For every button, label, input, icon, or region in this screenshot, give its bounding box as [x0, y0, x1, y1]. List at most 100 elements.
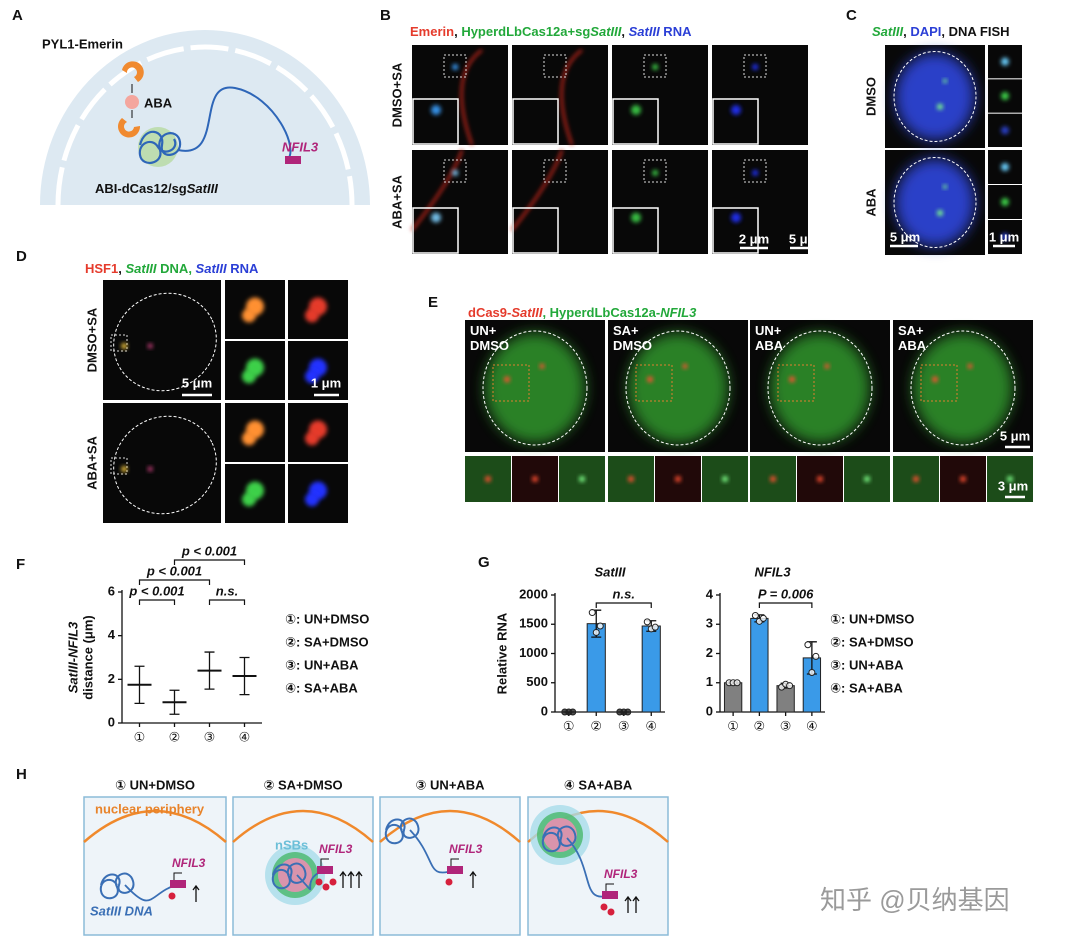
up-arrow — [339, 870, 347, 888]
label: 500 — [526, 674, 548, 689]
signal — [532, 476, 538, 482]
label: ④ — [239, 729, 251, 744]
signal — [242, 308, 256, 323]
label: nSBs — [275, 837, 308, 852]
up-arrow — [355, 870, 363, 888]
signal — [305, 431, 319, 446]
up-arrow — [347, 870, 355, 888]
zoom-box — [110, 457, 128, 475]
nuclear-envelope — [55, 44, 355, 206]
signal — [722, 476, 728, 482]
signal — [628, 476, 634, 482]
bar — [723, 682, 743, 713]
micrograph — [225, 280, 285, 339]
nucleus — [628, 333, 728, 443]
condition-label: SA+ ABA — [898, 323, 927, 353]
nucleus — [895, 158, 975, 247]
label-part: Emerin — [410, 24, 454, 39]
inset — [712, 207, 759, 254]
signal — [647, 376, 653, 383]
signal — [504, 376, 510, 383]
point — [588, 609, 596, 617]
signal — [864, 476, 870, 482]
point — [569, 708, 577, 716]
micrograph — [988, 185, 1022, 219]
satiii-chromatin — [99, 872, 135, 900]
label-part: , — [118, 261, 125, 276]
image-bg — [712, 150, 808, 254]
label-part: , HyperdLbCas12a- — [542, 305, 660, 320]
signal — [431, 105, 441, 115]
label-part: UN+ — [755, 323, 782, 338]
image-bg — [412, 150, 508, 254]
zoom-box — [743, 159, 767, 183]
signal — [1001, 57, 1009, 66]
micrograph — [712, 45, 808, 145]
label: SatIII, DAPI, DNA FISH — [872, 24, 1010, 39]
label: SatIII — [594, 564, 625, 579]
pyl1 — [122, 61, 144, 82]
label-part: SatIII — [196, 261, 227, 276]
nucleus-outline — [893, 51, 977, 142]
label: A — [12, 7, 23, 24]
transcript — [315, 878, 323, 886]
label-part: SatIII — [629, 24, 660, 39]
label: ④: SA+ABA — [285, 680, 358, 695]
label: 2000 — [519, 586, 548, 601]
label: Relative RNA — [494, 612, 509, 694]
label: 1000 — [519, 645, 548, 660]
label-part: , DNA FISH — [941, 24, 1009, 39]
signal — [121, 466, 128, 472]
dna-strand — [177, 86, 292, 161]
signal — [817, 476, 823, 482]
label-part: SA+ — [613, 323, 639, 338]
label: 6 — [108, 583, 115, 598]
transcript — [607, 908, 615, 916]
micrograph — [844, 456, 890, 502]
signal — [305, 369, 319, 384]
label: p < 0.001 — [146, 563, 202, 578]
abi — [118, 118, 141, 138]
label: SatIII-NFIL3 — [65, 621, 80, 693]
label: ③ — [780, 718, 792, 733]
label-part: RNA — [660, 24, 692, 39]
micrograph — [411, 149, 508, 254]
signal — [752, 64, 759, 70]
label-part: DNA, — [157, 261, 196, 276]
bar — [641, 625, 661, 713]
nucleus-outline — [482, 330, 588, 446]
label-part: RNA — [227, 261, 259, 276]
label: dCas9-SatIII, HyperdLbCas12a-NFIL3 — [468, 305, 697, 320]
label: ④ — [806, 718, 818, 733]
condition-label: UN+ DMSO — [470, 323, 509, 353]
signal — [824, 363, 830, 369]
label: NFIL3 — [449, 842, 483, 856]
zoom-box — [443, 159, 467, 183]
signal — [789, 376, 795, 383]
image-bg — [512, 150, 608, 254]
label-part: HyperdLbCas12a+sg — [461, 24, 590, 39]
label: ③ — [204, 729, 216, 744]
point — [592, 628, 600, 636]
image-bg — [103, 403, 221, 523]
nfil3-gene — [285, 156, 301, 164]
label-part: SatIII — [872, 24, 903, 39]
label: 1 μm — [311, 375, 341, 390]
image-bg — [612, 150, 708, 254]
label: ①: UN+DMSO — [285, 611, 369, 626]
nucleus-outline — [113, 292, 217, 392]
point — [812, 652, 820, 660]
micrograph — [288, 464, 348, 523]
label: ① — [134, 729, 146, 744]
micrograph — [225, 403, 285, 462]
micrograph — [288, 341, 348, 400]
inset — [412, 207, 459, 254]
nucleus — [913, 333, 1013, 443]
label: ②: SA+DMSO — [830, 634, 914, 649]
signal — [731, 105, 741, 115]
label: 0 — [108, 714, 115, 729]
label: ② — [754, 718, 766, 733]
signal — [913, 476, 919, 482]
dna-strand — [566, 837, 611, 898]
